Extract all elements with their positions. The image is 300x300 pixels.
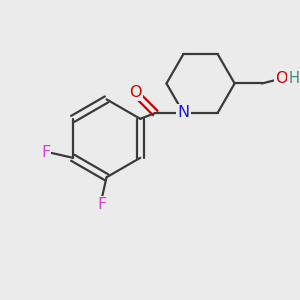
Text: O: O — [130, 85, 142, 100]
Text: F: F — [41, 146, 50, 160]
Text: H: H — [289, 71, 299, 86]
Text: N: N — [177, 106, 190, 121]
Text: O: O — [275, 71, 288, 86]
Text: N: N — [177, 106, 190, 121]
Text: F: F — [97, 197, 106, 212]
